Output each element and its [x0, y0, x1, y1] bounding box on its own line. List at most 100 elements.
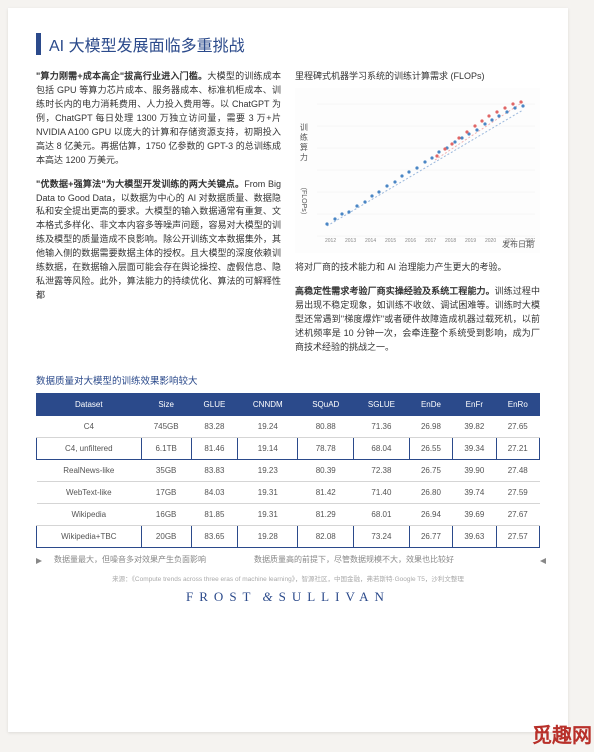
arrow-right-icon [36, 558, 42, 564]
table-cell: 81.42 [298, 481, 354, 503]
table-cell: 19.14 [238, 437, 298, 459]
table-cell: 73.24 [354, 525, 410, 547]
table-cell: 83.28 [191, 415, 237, 437]
table-cell: 68.04 [354, 437, 410, 459]
report-page: AI 大模型发展面临多重挑战 "算力刚需+成本高企"拔高行业进入门槛。大模型的训… [8, 8, 568, 732]
table-row: WebText-like17GB84.0319.3181.4271.4026.8… [37, 481, 540, 503]
chart-svg: 2012201320142015201620172018201920202021… [317, 94, 535, 244]
paragraph-2: "优数据+强算法"为大模型开发训练的两大关键点。From Big Data to… [36, 178, 281, 303]
table-cell: 35GB [141, 459, 191, 481]
table-cell: 82.08 [298, 525, 354, 547]
table-cell: 84.03 [191, 481, 237, 503]
table-cell: 83.65 [191, 525, 237, 547]
chart-y-label: 训练算力 [297, 123, 309, 163]
table-cell: 745GB [141, 415, 191, 437]
chart-title: 里程碑式机器学习系统的训练计算需求 (FLOPs) [295, 70, 540, 84]
table-cell: 6.1TB [141, 437, 191, 459]
table-header: EnRo [496, 393, 539, 415]
table-header: EnDe [409, 393, 452, 415]
table-cell: Wikipedia+TBC [37, 525, 142, 547]
table-cell: 26.55 [409, 437, 452, 459]
annotation-left: 数据量最大，但噪音多对效果产生负面影响 [36, 554, 206, 565]
table-cell: 39.82 [453, 415, 496, 437]
table-cell: 27.59 [496, 481, 539, 503]
table-cell: 19.31 [238, 503, 298, 525]
table-cell: 27.21 [496, 437, 539, 459]
table-row: Wikipedia16GB81.8519.3181.2968.0126.9439… [37, 503, 540, 525]
table-header: GLUE [191, 393, 237, 415]
table-row: C4745GB83.2819.2480.8871.3626.9839.8227.… [37, 415, 540, 437]
footer-sullivan: SULLIVAN [279, 589, 390, 604]
flops-chart: 训练算力 （FLOPs） 201220132014201520162017201… [295, 88, 540, 253]
paragraph-3: 高稳定性需求考验厂商实操经验及系统工程能力。训练过程中易出现不稳定现象，如训练不… [295, 285, 540, 355]
svg-text:2012: 2012 [325, 238, 336, 244]
table-cell: 26.80 [409, 481, 452, 503]
svg-text:2013: 2013 [345, 238, 356, 244]
annotation-right-text: 数据质量高的前提下，尽管数据规模不大，效果也比较好 [254, 555, 454, 564]
svg-text:2014: 2014 [365, 238, 376, 244]
table-header: CNNDM [238, 393, 298, 415]
table-cell: 27.48 [496, 459, 539, 481]
table-cell: 26.98 [409, 415, 452, 437]
table-cell: 39.34 [453, 437, 496, 459]
table-cell: Wikipedia [37, 503, 142, 525]
svg-text:2017: 2017 [425, 238, 436, 244]
table-cell: 83.83 [191, 459, 237, 481]
title-accent-bar [36, 33, 41, 55]
table-row: RealNews-like35GB83.8319.2380.3972.3826.… [37, 459, 540, 481]
table-cell: 39.63 [453, 525, 496, 547]
table-header: SGLUE [354, 393, 410, 415]
page-title-row: AI 大模型发展面临多重挑战 [36, 32, 540, 56]
table-cell: C4, unfiltered [37, 437, 142, 459]
table-cell: 17GB [141, 481, 191, 503]
table-cell: 19.28 [238, 525, 298, 547]
table-cell: RealNews-like [37, 459, 142, 481]
table-header: EnFr [453, 393, 496, 415]
annotation-right: 数据质量高的前提下，尽管数据规模不大，效果也比较好 [236, 554, 540, 565]
svg-text:2016: 2016 [405, 238, 416, 244]
table-cell: 39.90 [453, 459, 496, 481]
chart-x-label: 发布日期 [502, 239, 534, 251]
arrow-left-icon [540, 558, 546, 564]
p3-lead: 高稳定性需求考验厂商实操经验及系统工程能力。 [295, 286, 495, 296]
table-cell: 78.78 [298, 437, 354, 459]
table-row: C4, unfiltered6.1TB81.4619.1478.7868.042… [37, 437, 540, 459]
table-cell: 68.01 [354, 503, 410, 525]
table-cell: 20GB [141, 525, 191, 547]
table-cell: 81.29 [298, 503, 354, 525]
table-cell: 81.46 [191, 437, 237, 459]
svg-text:2020: 2020 [485, 238, 496, 244]
table-header: Dataset [37, 393, 142, 415]
two-column-body: "算力刚需+成本高企"拔高行业进入门槛。大模型的训练成本包括 GPU 等算力芯片… [36, 70, 540, 365]
chart-y-unit: （FLOPs） [297, 183, 308, 219]
annotation-left-text: 数据量最大，但噪音多对效果产生负面影响 [54, 555, 206, 564]
p1-lead: "算力刚需+成本高企"拔高行业进入门槛。 [36, 71, 207, 81]
source-line: 来源：《Compute trends across three eras of … [36, 573, 540, 583]
table-cell: 26.77 [409, 525, 452, 547]
table-header: Size [141, 393, 191, 415]
table-cell: WebText-like [37, 481, 142, 503]
table-header: SQuAD [298, 393, 354, 415]
table-cell: 39.69 [453, 503, 496, 525]
table-cell: 27.67 [496, 503, 539, 525]
table-cell: 27.57 [496, 525, 539, 547]
right-column: 里程碑式机器学习系统的训练计算需求 (FLOPs) 训练算力 （FLOPs） 2… [295, 70, 540, 365]
table-row: Wikipedia+TBC20GB83.6519.2882.0873.2426.… [37, 525, 540, 547]
svg-text:2019: 2019 [465, 238, 476, 244]
data-quality-table: DatasetSizeGLUECNNDMSQuADSGLUEEnDeEnFrEn… [36, 393, 540, 548]
table-cell: 71.40 [354, 481, 410, 503]
table-cell: 16GB [141, 503, 191, 525]
p2-lead: "优数据+强算法"为大模型开发训练的两大关键点。 [36, 179, 244, 189]
table-cell: 26.94 [409, 503, 452, 525]
table-cell: 80.39 [298, 459, 354, 481]
paragraph-1: "算力刚需+成本高企"拔高行业进入门槛。大模型的训练成本包括 GPU 等算力芯片… [36, 70, 281, 168]
table-cell: 19.31 [238, 481, 298, 503]
table-cell: 80.88 [298, 415, 354, 437]
table-caption: 数据质量对大模型的训练效果影响较大 [36, 373, 540, 387]
table-cell: 39.74 [453, 481, 496, 503]
under-chart-text: 将对厂商的技术能力和 AI 治理能力产生更大的考验。 [295, 261, 540, 275]
footer-brand: FROST&SULLIVAN [36, 589, 540, 605]
page-title: AI 大模型发展面临多重挑战 [49, 32, 245, 56]
table-annotations: 数据量最大，但噪音多对效果产生负面影响 数据质量高的前提下，尽管数据规模不大，效… [36, 554, 540, 565]
p1-body: 大模型的训练成本包括 GPU 等算力芯片成本、服务器成本、标准机柜成本、训练时长… [36, 71, 281, 165]
